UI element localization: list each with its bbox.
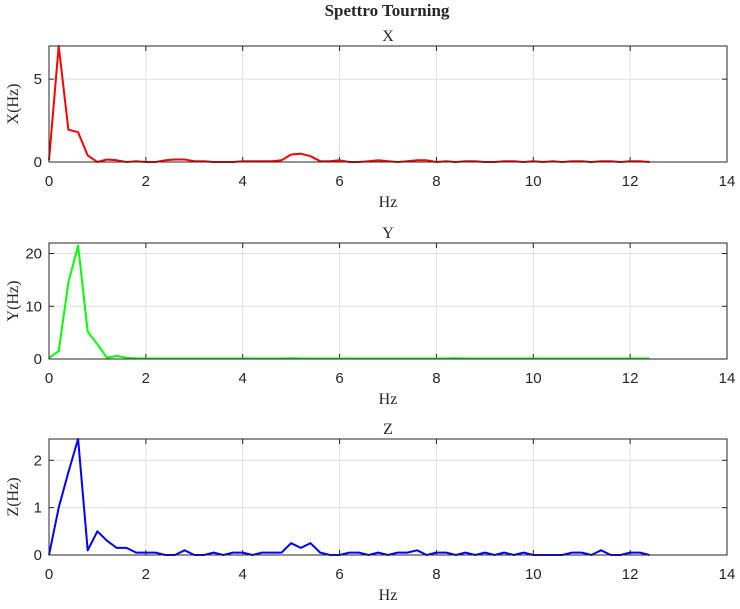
y-tick-label: 10: [25, 298, 42, 315]
x-tick-label: 4: [239, 173, 247, 190]
y-axis-label: Z(Hz): [5, 477, 22, 516]
x-tick-label: 6: [335, 370, 343, 387]
x-tick-label: 10: [525, 173, 542, 190]
x-tick-label: 0: [45, 370, 53, 387]
y-axis-label: X(Hz): [5, 84, 22, 125]
chart-title: X: [382, 28, 394, 45]
x-tick-label: 12: [622, 173, 639, 190]
chart-title: Y: [382, 225, 394, 242]
x-tick-label: 2: [142, 566, 150, 583]
x-tick-label: 6: [335, 173, 343, 190]
plot-area: [49, 439, 727, 555]
x-tick-label: 14: [719, 370, 736, 387]
x-tick-label: 8: [432, 370, 440, 387]
x-tick-label: 12: [622, 566, 639, 583]
y-tick-label: 0: [34, 351, 42, 368]
y-tick-label: 0: [34, 547, 42, 564]
x-tick-label: 10: [525, 370, 542, 387]
x-axis-label: Hz: [379, 391, 398, 408]
x-tick-label: 6: [335, 566, 343, 583]
x-axis-label: Hz: [379, 587, 398, 604]
axes-frame: [48, 45, 728, 163]
y-tick-label: 2: [34, 452, 42, 469]
x-tick-label: 8: [432, 173, 440, 190]
x-tick-label: 4: [239, 370, 247, 387]
figure-title: Spettro Tourning: [325, 1, 450, 20]
chart-panel-y: 0 2 4 6 8 10 12 14 0 10 20 Y Hz Y(Hz): [5, 225, 735, 408]
y-axis-label: Y(Hz): [5, 281, 22, 322]
x-tick-label: 4: [239, 566, 247, 583]
chart-panel-x: 0 2 4 6 8 10 12 14 0 5 X Hz X(Hz): [5, 28, 735, 211]
x-tick-label: 8: [432, 566, 440, 583]
y-tick-label: 0: [34, 154, 42, 171]
y-tick-label: 20: [25, 246, 42, 263]
x-axis-label: Hz: [379, 194, 398, 211]
plot-area: [49, 46, 727, 162]
x-tick-label: 0: [45, 566, 53, 583]
x-tick-label: 14: [719, 566, 736, 583]
x-tick-label: 2: [142, 173, 150, 190]
plot-area: [49, 243, 727, 359]
y-tick-label: 1: [34, 500, 42, 517]
x-tick-label: 12: [622, 370, 639, 387]
chart-title: Z: [383, 421, 393, 438]
axes-frame: [48, 242, 728, 360]
x-tick-label: 10: [525, 566, 542, 583]
x-tick-label: 14: [719, 173, 736, 190]
y-tick-label: 5: [34, 71, 42, 88]
axes-frame: [48, 438, 728, 556]
x-tick-label: 2: [142, 370, 150, 387]
x-tick-label: 0: [45, 173, 53, 190]
